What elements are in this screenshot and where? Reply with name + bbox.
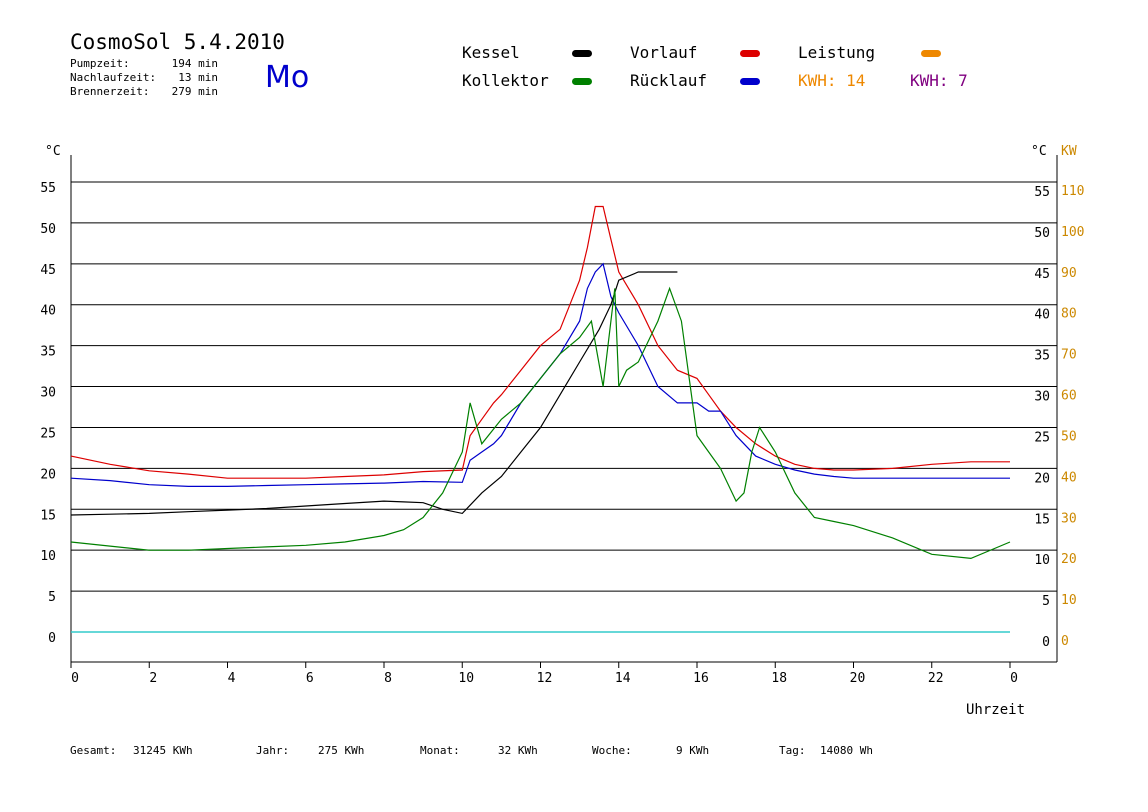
legend-ruecklauf-label: Rücklauf <box>630 71 708 90</box>
footer-monat-value: 32 KWh <box>498 744 538 757</box>
footer-gesamt-label: Gesamt: <box>70 744 117 757</box>
y-tick-right-35: 35 <box>1034 349 1050 364</box>
x-tick-label-12: 0 <box>1010 671 1018 686</box>
stat-nachlaufzeit-value: 13 min <box>178 71 218 84</box>
y-tick-kw-60: 60 <box>1061 389 1077 404</box>
y-tick-left-25: 25 <box>40 426 56 441</box>
x-tick-label-2: 4 <box>228 671 236 686</box>
series-line-3 <box>70 286 1011 560</box>
grid-lines <box>71 181 1057 592</box>
y-tick-right-5: 5 <box>1042 594 1050 609</box>
y-tick-kw-30: 30 <box>1061 511 1077 526</box>
x-tick-label-3: 6 <box>306 671 314 686</box>
y-tick-kw-0: 0 <box>1061 634 1069 649</box>
series-line-0 <box>70 205 1010 479</box>
footer-tag-value: 14080 Wh <box>820 744 873 757</box>
x-tick-label-6: 12 <box>537 671 553 686</box>
stat-pumpzeit-label: Pumpzeit: <box>70 57 130 70</box>
series-line-1 <box>70 262 1010 487</box>
x-tick-label-0: 0 <box>71 671 79 686</box>
y-tick-left-20: 20 <box>40 467 56 482</box>
x-tick-label-8: 16 <box>693 671 709 686</box>
legend-kwh-purple: KWH: 7 <box>910 71 968 90</box>
footer-woche-label: Woche: <box>592 744 632 757</box>
y-tick-kw-20: 20 <box>1061 552 1077 567</box>
y-tick-left-0: 0 <box>48 631 56 646</box>
weekday-label: Mo <box>265 60 310 95</box>
y-tick-right-10: 10 <box>1034 553 1050 568</box>
x-tick-label-10: 20 <box>850 671 866 686</box>
x-tick-label-1: 2 <box>149 671 157 686</box>
legend-vorlauf-swatch <box>740 50 760 57</box>
y-tick-left-35: 35 <box>40 345 56 360</box>
y-tick-right-40: 40 <box>1034 308 1050 323</box>
y-tick-kw-90: 90 <box>1061 266 1077 281</box>
y-tick-left-45: 45 <box>40 263 56 278</box>
legend-vorlauf-label: Vorlauf <box>630 43 698 62</box>
y-tick-right-50: 50 <box>1034 226 1050 241</box>
x-tick-label-11: 22 <box>928 671 944 686</box>
series-lines <box>70 205 1011 560</box>
chart-title: CosmoSol 5.4.2010 <box>70 30 285 54</box>
x-tick-label-5: 10 <box>458 671 474 686</box>
y-tick-right-15: 15 <box>1034 512 1050 527</box>
y-tick-right-30: 30 <box>1034 390 1050 405</box>
y-tick-right-0: 0 <box>1042 635 1050 650</box>
y-tick-right-55: 55 <box>1034 185 1050 200</box>
y-tick-kw-40: 40 <box>1061 470 1077 485</box>
chart-axes <box>70 155 1058 668</box>
y-tick-kw-70: 70 <box>1061 348 1077 363</box>
x-tick-label-9: 18 <box>771 671 787 686</box>
legend-kollektor-label: Kollektor <box>462 71 549 90</box>
series-line-2 <box>70 271 678 516</box>
footer-jahr-value: 275 KWh <box>318 744 365 757</box>
y-tick-left-55: 55 <box>40 181 56 196</box>
y-tick-left-40: 40 <box>40 304 56 319</box>
footer-jahr-label: Jahr: <box>256 744 290 757</box>
legend-ruecklauf-swatch <box>740 78 760 85</box>
y-tick-kw-80: 80 <box>1061 307 1077 322</box>
y-tick-right-25: 25 <box>1034 430 1050 445</box>
y-tick-left-5: 5 <box>48 590 56 605</box>
x-tick-label-7: 14 <box>615 671 631 686</box>
legend-kessel-label: Kessel <box>462 43 520 62</box>
y-tick-kw-50: 50 <box>1061 429 1077 444</box>
y-tick-left-50: 50 <box>40 222 56 237</box>
stat-brennerzeit-value: 279 min <box>171 85 218 98</box>
y-axis-unit-kw: KW <box>1061 144 1077 159</box>
stat-pumpzeit-value: 194 min <box>171 57 218 70</box>
y-tick-right-20: 20 <box>1034 471 1050 486</box>
legend-kwh-orange: KWH: 14 <box>798 71 866 90</box>
legend-kollektor-swatch <box>572 78 592 85</box>
y-axis-unit-right: °C <box>1031 144 1047 159</box>
y-tick-kw-10: 10 <box>1061 593 1077 608</box>
y-tick-left-30: 30 <box>40 386 56 401</box>
y-axis-unit-left: °C <box>45 144 61 159</box>
stat-brennerzeit-label: Brennerzeit: <box>70 85 150 98</box>
footer-tag-label: Tag: <box>779 744 806 757</box>
y-tick-kw-100: 100 <box>1061 225 1084 240</box>
legend-kessel-swatch <box>572 50 592 57</box>
legend-leistung-label: Leistung <box>798 43 876 62</box>
footer-woche-value: 9 KWh <box>676 744 710 757</box>
y-tick-kw-110: 110 <box>1061 184 1084 199</box>
legend-leistung-swatch <box>921 50 941 57</box>
x-axis-label: Uhrzeit <box>966 702 1026 718</box>
y-tick-left-15: 15 <box>40 508 56 523</box>
y-tick-right-45: 45 <box>1034 267 1050 282</box>
x-tick-label-4: 8 <box>384 671 392 686</box>
footer-gesamt-value: 31245 KWh <box>133 744 193 757</box>
footer-monat-label: Monat: <box>420 744 460 757</box>
stat-nachlaufzeit-label: Nachlaufzeit: <box>70 71 157 84</box>
y-tick-left-10: 10 <box>40 549 56 564</box>
